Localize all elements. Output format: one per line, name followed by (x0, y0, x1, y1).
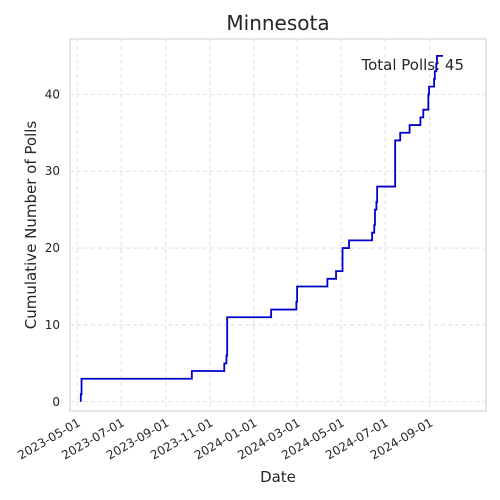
y-tick-label: 40 (45, 87, 60, 101)
plot-frame (69, 38, 487, 412)
series-layer (79, 55, 443, 402)
y-tick-label: 0 (52, 395, 60, 409)
grid (70, 39, 486, 411)
y-axis-label: Cumulative Number of Polls (22, 121, 40, 330)
chart-title: Minnesota (226, 11, 329, 35)
total-polls-annotation: Total Polls: 45 (360, 56, 464, 74)
y-tick-label: 20 (45, 241, 60, 255)
series-line-0 (79, 55, 443, 402)
y-tick-label: 10 (45, 318, 60, 332)
tick-labels: 2023-05-012023-07-012023-09-012023-11-01… (15, 87, 435, 462)
y-tick-label: 30 (45, 164, 60, 178)
x-axis-label: Date (260, 468, 296, 486)
